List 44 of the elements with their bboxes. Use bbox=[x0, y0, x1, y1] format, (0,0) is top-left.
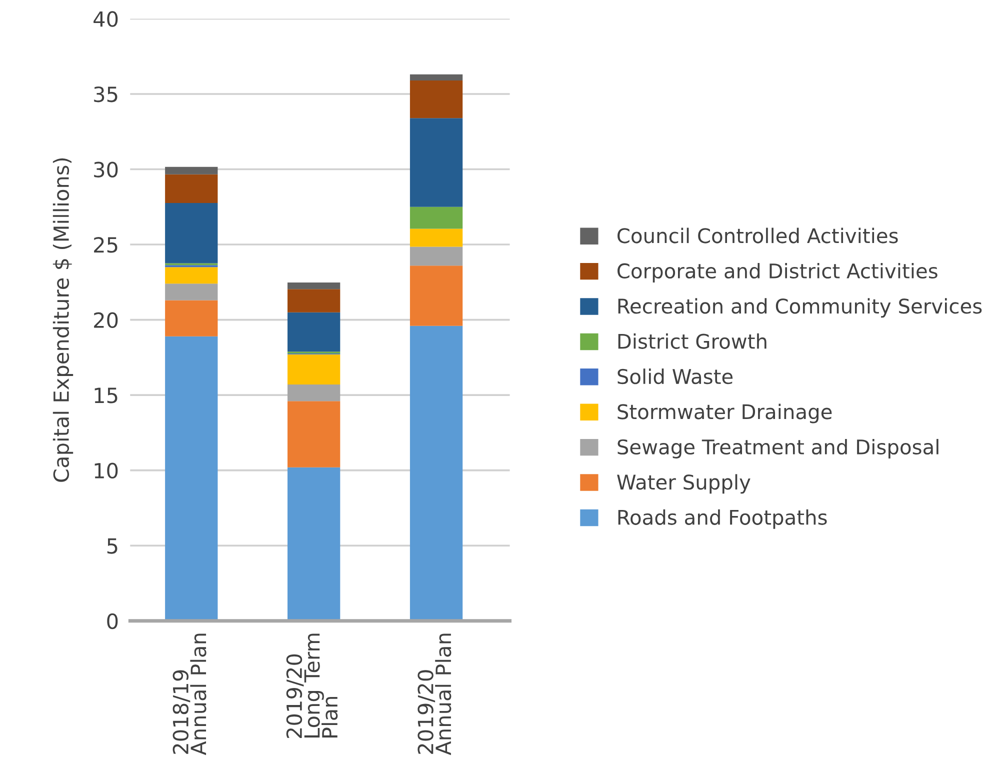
bar bbox=[410, 266, 463, 326]
bar bbox=[410, 246, 463, 266]
legend-label: Council Controlled Activities bbox=[618, 228, 898, 244]
bar bbox=[165, 174, 218, 203]
bar bbox=[410, 206, 463, 229]
y-axis-title: Capital Expenditure $ (Millions) bbox=[52, 158, 74, 482]
bar bbox=[410, 80, 463, 118]
bar bbox=[288, 312, 340, 352]
y-tick-label: 40 bbox=[94, 11, 118, 27]
x-tick-label: 2019/20 Annual Plan bbox=[418, 634, 452, 756]
legend-label: Stormwater Drainage bbox=[618, 404, 832, 424]
bar bbox=[288, 282, 340, 290]
legend-label: Roads and Footpaths bbox=[618, 509, 827, 529]
legend-label: Sewage Treatment and Disposal bbox=[618, 438, 938, 458]
bar bbox=[288, 289, 340, 312]
x-tick-label: 2018/19 Annual Plan bbox=[172, 634, 206, 756]
y-tick-label: 0 bbox=[107, 613, 118, 630]
bar bbox=[288, 354, 340, 385]
bar bbox=[165, 300, 218, 336]
y-tick-label: 25 bbox=[94, 236, 118, 253]
y-tick-label: 30 bbox=[94, 162, 118, 178]
y-tick-label: 35 bbox=[94, 86, 118, 102]
legend-label: Corporate and District Activities bbox=[618, 262, 938, 282]
bar bbox=[410, 118, 463, 207]
bar bbox=[165, 284, 218, 300]
legend-label: Solid Waste bbox=[618, 368, 733, 384]
bar bbox=[165, 202, 218, 264]
bar bbox=[165, 166, 218, 174]
y-tick-label: 20 bbox=[94, 312, 118, 328]
legend-label: Recreation and Community Services bbox=[618, 298, 982, 318]
bar bbox=[410, 326, 463, 621]
bar bbox=[410, 228, 463, 247]
y-tick-label: 10 bbox=[94, 462, 118, 479]
bar bbox=[288, 384, 340, 402]
bar bbox=[288, 401, 340, 468]
legend-label: District Growth bbox=[618, 333, 766, 349]
x-tick-label: 2019/20 Long Term Plan bbox=[286, 634, 338, 738]
bar bbox=[165, 267, 218, 284]
bar bbox=[410, 74, 463, 80]
y-tick-label: 15 bbox=[94, 388, 118, 404]
bar bbox=[288, 467, 340, 621]
y-tick-label: 5 bbox=[107, 538, 118, 554]
bar bbox=[165, 336, 218, 621]
legend-label: Water Supply bbox=[617, 474, 750, 494]
